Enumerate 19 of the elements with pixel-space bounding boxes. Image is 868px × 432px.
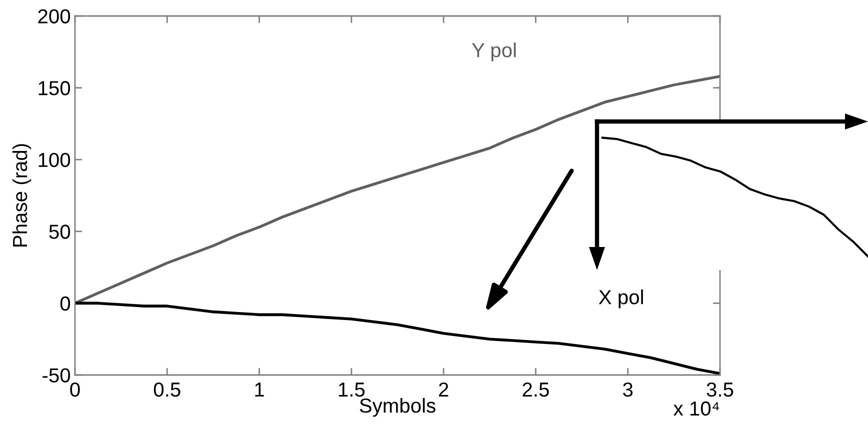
y-tick-label: -50 [42, 368, 70, 382]
y-axis-title: Phase (rad) [12, 144, 32, 246]
y-tick-label: 150 [38, 81, 70, 96]
x-tick-label: 3 [623, 382, 633, 397]
x-tick-label: 0.5 [154, 382, 180, 397]
x-tick-label: 1.5 [338, 382, 365, 397]
y-tick-label: 0 [60, 296, 70, 311]
x-tick-label: 2 [438, 382, 448, 397]
y-tick-label: 200 [38, 9, 70, 24]
y-tick-label: 50 [49, 224, 70, 239]
x-tick-label: 0 [70, 382, 80, 397]
text: Y pol [472, 42, 516, 62]
series-label: X pol [598, 290, 643, 308]
x-tick-label: 3.5 [706, 382, 734, 397]
y-tick-label: 100 [38, 152, 70, 168]
text: x 10⁴ [674, 401, 719, 416]
x-axis-title: Symbols [360, 398, 436, 417]
x-tick-label: 2.5 [522, 382, 549, 397]
x-tick-label: 1 [255, 382, 264, 397]
